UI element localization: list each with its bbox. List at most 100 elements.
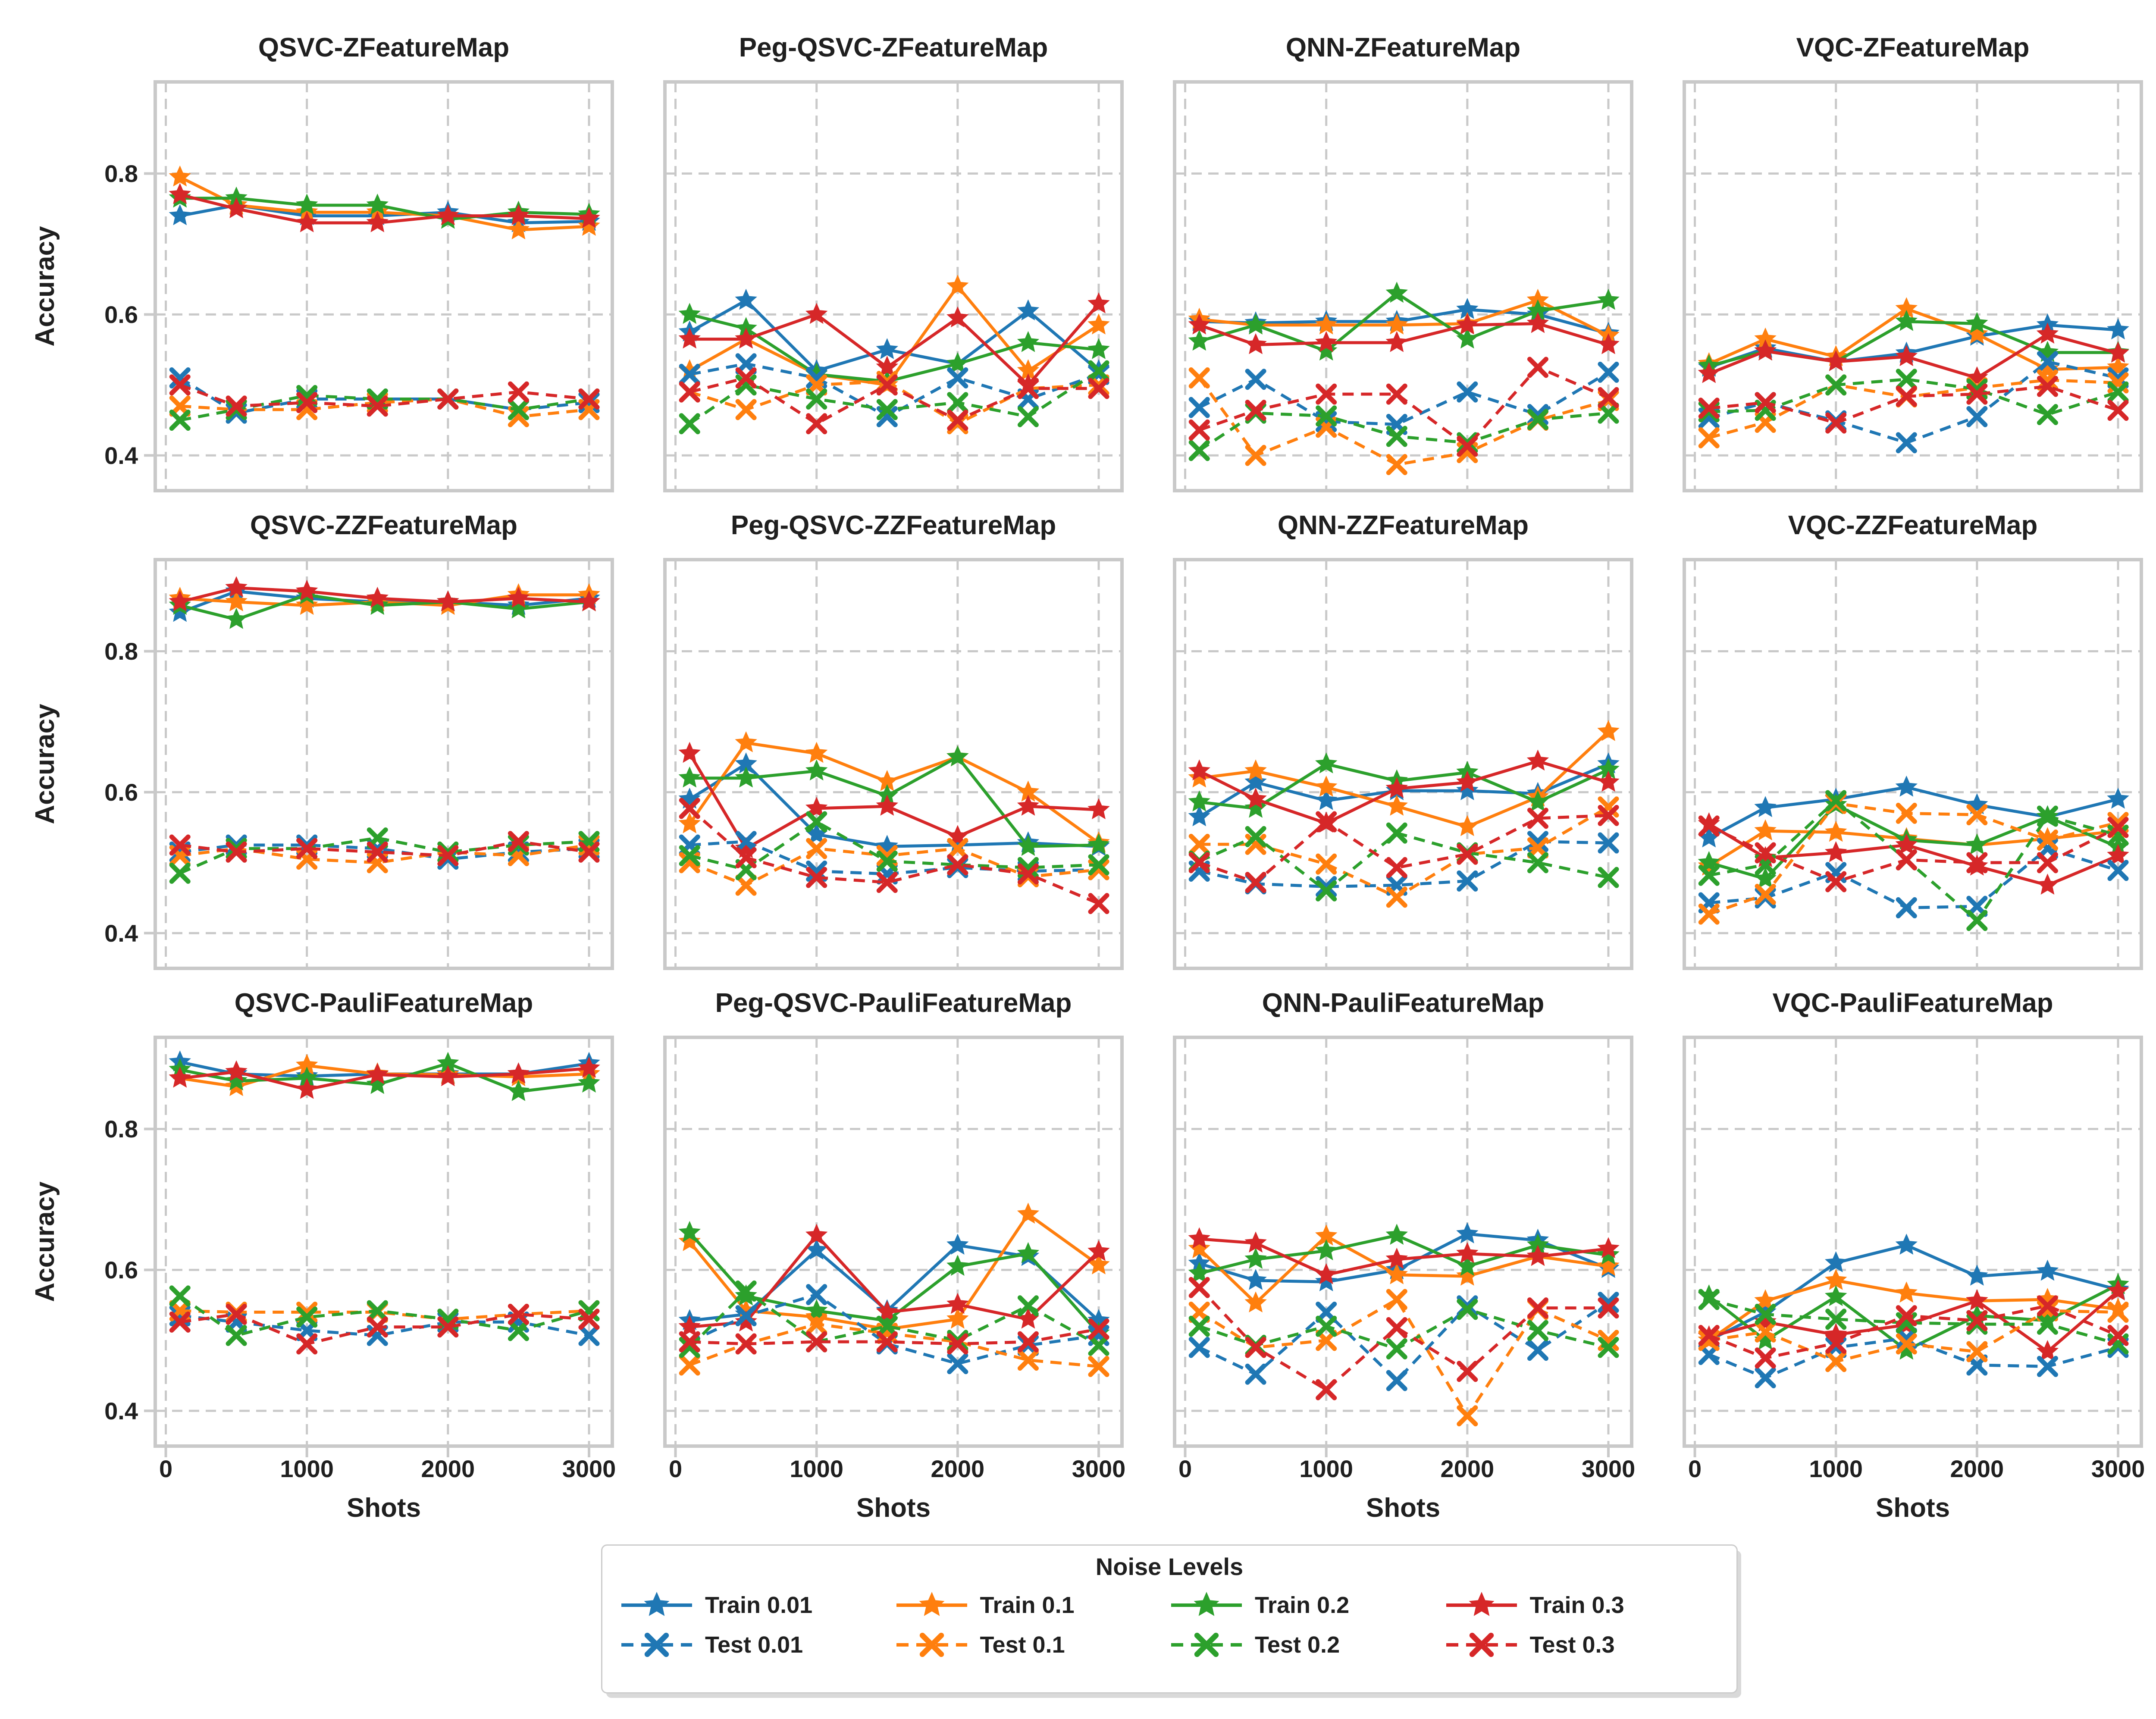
star-marker (805, 759, 828, 781)
x-marker (1386, 886, 1407, 908)
star-marker (1698, 362, 1720, 383)
star-marker (678, 766, 701, 788)
star-marker (1087, 833, 1110, 855)
x-dashed-line-icon (1446, 1632, 1517, 1657)
x-marker (578, 841, 600, 863)
star-marker (225, 186, 248, 208)
x-marker (735, 399, 757, 420)
subplot-title: QSVC-ZFeatureMap (258, 33, 510, 63)
x-marker (1017, 863, 1039, 885)
x-marker (1088, 360, 1109, 382)
x-marker (508, 399, 529, 420)
x-marker (735, 847, 757, 868)
x-tick-label: 2000 (1950, 1455, 2004, 1482)
star-marker (1315, 1263, 1338, 1284)
x-marker (1386, 1338, 1407, 1359)
x-marker (1386, 1289, 1407, 1310)
star-marker (735, 752, 757, 773)
star-marker (1526, 790, 1549, 812)
x-marker (296, 392, 318, 413)
x-marker (1825, 412, 1847, 434)
x-marker (1896, 1305, 1917, 1327)
x-marker (2037, 852, 2058, 874)
x-dashed-line-icon (621, 1632, 692, 1657)
star-marker (1244, 797, 1267, 818)
x-marker (169, 367, 191, 388)
x-marker (1896, 369, 1917, 390)
legend-label: Test 0.01 (705, 1632, 803, 1658)
star-line-icon (1171, 1592, 1242, 1616)
star-marker (1754, 1328, 1777, 1350)
star-marker (1526, 749, 1549, 771)
x-marker (2037, 1313, 2058, 1335)
x-tick-label: 0 (1688, 1455, 1702, 1482)
x-marker (169, 1285, 191, 1307)
plot-frame (154, 558, 614, 970)
star-marker (1526, 312, 1549, 333)
x-marker (1527, 1320, 1548, 1341)
star-marker (507, 204, 530, 225)
x-tick-label: 0 (668, 1455, 683, 1482)
series-Test 0.3 (1698, 815, 2129, 892)
star-marker (1825, 1285, 1847, 1306)
subplot-title: VQC-PauliFeatureMap (1772, 988, 2053, 1018)
star-marker (1825, 1268, 1847, 1290)
star-marker (946, 1255, 969, 1276)
x-axis-label: Shots (856, 1493, 931, 1523)
star-marker (1469, 1592, 1494, 1616)
star-marker (1188, 329, 1210, 351)
star-marker (1244, 1268, 1267, 1290)
x-marker (1457, 381, 1478, 403)
x-marker (735, 367, 757, 388)
star-marker (1188, 766, 1210, 788)
x-marker (1245, 445, 1266, 466)
star-marker (1526, 288, 1549, 310)
x-marker (1457, 435, 1478, 457)
x-marker (169, 1311, 191, 1333)
x-marker (1598, 867, 1619, 888)
x-marker (1598, 361, 1619, 383)
x-marker (2107, 817, 2129, 838)
star-marker (946, 306, 969, 328)
plot-frame (154, 1036, 614, 1448)
star-marker (644, 1592, 670, 1616)
star-marker (1385, 1224, 1408, 1245)
chart-qnn-zfeaturemap (1173, 80, 1633, 492)
star-marker (2036, 1259, 2059, 1281)
x-marker (947, 854, 968, 876)
x-marker (2107, 1301, 2129, 1323)
series-Test 0.3 (1188, 1277, 1619, 1400)
x-marker (1188, 1277, 1210, 1298)
star-marker (1188, 790, 1210, 812)
star-marker (1017, 359, 1040, 380)
star-marker (1754, 867, 1777, 889)
x-marker (679, 845, 700, 866)
x-dashed-line-icon (1171, 1632, 1242, 1657)
star-marker (1966, 312, 1988, 333)
legend: Noise Levels Train 0.01 Train 0.1 Train 0.… (601, 1544, 1738, 1694)
x-tick-label: 3000 (1581, 1455, 1636, 1482)
x-marker (735, 874, 757, 896)
legend-label: Train 0.3 (1529, 1592, 1624, 1618)
x-marker (226, 841, 247, 863)
tick-marks (1693, 1446, 2120, 1457)
star-marker (1597, 758, 1620, 779)
star-marker (578, 207, 600, 228)
star-marker (735, 317, 757, 338)
x-tick-label: 2000 (1440, 1455, 1495, 1482)
y-tick-label: 0.4 (104, 1397, 138, 1425)
chart-qsvc-zzfeaturemap (144, 558, 614, 970)
x-marker (1825, 1351, 1847, 1372)
x-marker (508, 834, 529, 856)
star-marker (1526, 1245, 1549, 1266)
star-marker (1597, 288, 1620, 310)
tick-marks (144, 1127, 591, 1457)
star-marker (1017, 331, 1040, 352)
x-marker (735, 1305, 757, 1327)
x-marker (1386, 426, 1407, 447)
star-marker (2107, 1297, 2129, 1319)
x-marker (169, 834, 191, 856)
x-marker (947, 1353, 968, 1375)
legend-item-test-0.01: Test 0.01 (620, 1628, 895, 1662)
x-axis-label: Shots (346, 1493, 421, 1523)
